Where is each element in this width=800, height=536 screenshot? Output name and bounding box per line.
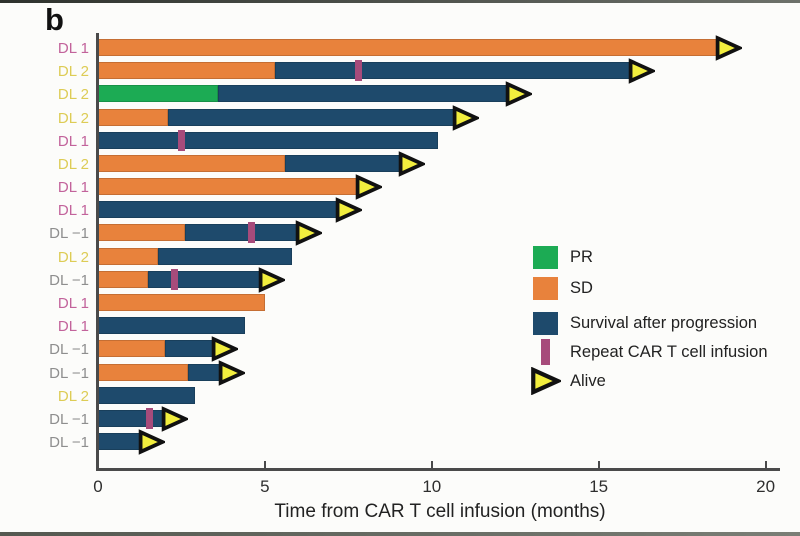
bar-segment-sd — [98, 155, 285, 172]
bar-segment-pr — [98, 85, 219, 102]
x-axis-tick-label: 20 — [756, 477, 776, 496]
dose-level-label: DL 2 — [57, 156, 89, 173]
legend-label: PR — [570, 247, 593, 266]
top-edge-strip — [0, 0, 800, 3]
x-axis-tickmark — [597, 461, 600, 469]
survival-swatch-icon — [528, 310, 562, 336]
x-axis-tickmark — [97, 461, 99, 469]
legend-label: Alive — [570, 371, 606, 390]
sd-swatch-icon — [528, 275, 562, 301]
bar-segment-sd — [98, 62, 275, 79]
dose-level-label: DL 2 — [57, 86, 89, 103]
bar-segment-survival_after_progression — [158, 248, 292, 265]
legend-label: Repeat CAR T cell infusion — [570, 342, 768, 361]
x-axis-tickmark — [263, 461, 266, 469]
bar-segment-survival_after_progression — [168, 109, 459, 126]
legend-item-survival: Survival after progression — [528, 310, 757, 336]
x-axis-tick-label: 10 — [422, 477, 442, 496]
x-axis-tickmark — [764, 461, 767, 469]
repeat-infusion-marker — [171, 269, 179, 290]
alive-arrow-icon — [452, 104, 481, 131]
alive-arrow-icon — [355, 173, 384, 200]
bar-segment-sd — [98, 248, 159, 265]
y-axis-line — [96, 33, 99, 470]
dose-level-label: DL 1 — [57, 295, 89, 312]
alive-arrow-icon — [505, 80, 534, 107]
dose-level-label: DL −1 — [49, 434, 89, 451]
bar-segment-survival_after_progression — [184, 224, 302, 241]
repeat-infusion-marker — [177, 130, 185, 151]
dose-level-label: DL 1 — [57, 133, 89, 150]
alive-arrow-icon — [295, 219, 324, 246]
bar-segment-survival_after_progression — [98, 410, 169, 427]
x-axis-title: Time from CAR T cell infusion (months) — [274, 501, 606, 522]
alive-arrow-icon — [211, 335, 241, 362]
alive-arrow-icon — [138, 428, 167, 455]
legend-label: Survival after progression — [570, 313, 758, 332]
dose-level-label: DL 1 — [57, 318, 89, 335]
repeat-infusion-marker — [146, 408, 154, 429]
x-axis-line — [96, 468, 780, 471]
dose-level-label: DL −1 — [49, 272, 89, 289]
bar-segment-survival_after_progression — [274, 62, 636, 79]
legend-item-alive: Alive — [528, 367, 606, 395]
bar-segment-survival_after_progression — [188, 364, 225, 381]
bar-segment-sd — [98, 294, 265, 311]
bar-segment-survival_after_progression — [218, 85, 512, 102]
repeat-infusion-marker — [248, 222, 256, 243]
bar-segment-survival_after_progression — [148, 271, 265, 288]
dose-level-label: DL −1 — [49, 225, 89, 242]
bar-segment-survival_after_progression — [164, 340, 219, 357]
dose-level-label: DL 1 — [57, 202, 89, 219]
panel-letter-label: b — [45, 2, 64, 37]
bar-segment-sd — [98, 109, 169, 126]
alive-arrow-icon — [628, 57, 658, 84]
dose-level-label: DL 2 — [57, 249, 89, 266]
bar-segment-survival_after_progression — [98, 317, 245, 334]
bar-segment-sd — [98, 224, 185, 241]
dose-level-label: DL 1 — [57, 40, 89, 57]
alive-arrow-icon — [258, 266, 287, 293]
bar-segment-sd — [98, 340, 165, 357]
legend-item-sd: SD — [528, 275, 593, 301]
bar-segment-survival_after_progression — [98, 433, 145, 450]
dose-level-label: DL −1 — [49, 365, 89, 382]
bar-segment-sd — [98, 39, 723, 56]
repeat-infusion-marker — [354, 60, 362, 81]
bar-segment-survival_after_progression — [98, 201, 342, 218]
dose-level-label: DL −1 — [49, 341, 89, 358]
alive-arrow-icon — [715, 34, 745, 61]
bar-segment-sd — [98, 271, 149, 288]
x-axis-tick-label: 15 — [589, 477, 609, 496]
alive-arrow-icon — [335, 196, 364, 223]
dose-level-label: DL 2 — [57, 388, 89, 405]
x-axis-tick-label: 5 — [260, 477, 270, 496]
bar-segment-survival_after_progression — [98, 132, 439, 149]
dose-level-label: DL 1 — [57, 179, 89, 196]
bar-segment-survival_after_progression — [284, 155, 406, 172]
legend-item-repeat-infusion: Repeat CAR T cell infusion — [528, 339, 768, 365]
legend-item-pr: PR — [528, 244, 593, 270]
legend-label: SD — [570, 278, 593, 297]
pr-swatch-icon — [528, 244, 562, 270]
bar-segment-survival_after_progression — [98, 387, 195, 404]
x-axis-tick-label: 0 — [93, 477, 103, 496]
dose-level-label: DL 2 — [57, 63, 89, 80]
alive-arrow-icon — [528, 367, 562, 395]
dose-level-label: DL −1 — [49, 411, 89, 428]
alive-arrow-icon — [161, 405, 191, 432]
bar-segment-sd — [98, 364, 189, 381]
repeat-infusion-tick-icon — [528, 339, 562, 365]
bar-segment-sd — [98, 178, 362, 195]
bottom-edge-strip — [0, 532, 800, 536]
alive-arrow-icon — [398, 150, 428, 177]
x-axis-tickmark — [430, 461, 433, 469]
dose-level-label: DL 2 — [57, 110, 89, 127]
alive-arrow-icon — [218, 359, 247, 386]
